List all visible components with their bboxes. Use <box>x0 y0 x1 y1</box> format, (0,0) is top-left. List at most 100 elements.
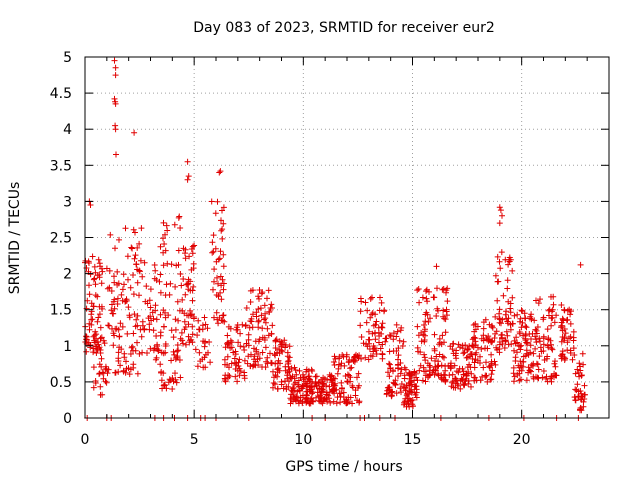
data-point <box>92 292 99 299</box>
data-point <box>170 334 177 341</box>
data-point <box>346 358 352 365</box>
x-tick-label: 10 <box>294 432 312 448</box>
data-point <box>496 204 503 211</box>
data-point <box>399 343 406 349</box>
data-point <box>546 312 552 319</box>
data-point <box>231 355 238 362</box>
data-point <box>474 323 481 330</box>
data-point <box>105 366 112 373</box>
data-point <box>232 366 239 372</box>
data-point <box>98 334 105 341</box>
data-point <box>390 330 397 337</box>
data-point <box>358 355 365 362</box>
data-point <box>317 392 324 399</box>
data-point <box>268 359 274 366</box>
data-point <box>422 368 429 375</box>
data-point <box>147 313 154 320</box>
data-point <box>422 318 429 325</box>
data-point <box>125 304 132 311</box>
data-point <box>128 244 135 251</box>
data-point <box>390 336 397 343</box>
data-point <box>177 374 184 381</box>
data-point <box>101 340 108 347</box>
data-point <box>150 347 157 354</box>
data-point <box>518 324 525 331</box>
data-point <box>284 372 291 379</box>
data-point <box>214 274 220 281</box>
data-point <box>171 221 178 228</box>
data-point <box>217 273 224 280</box>
data-point <box>373 318 380 325</box>
data-point <box>262 310 269 317</box>
data-point <box>156 278 163 285</box>
data-point <box>505 298 512 305</box>
data-point <box>408 386 415 393</box>
data-point <box>372 336 379 343</box>
data-point <box>537 338 543 345</box>
data-point <box>175 214 182 221</box>
data-point <box>157 271 164 278</box>
data-point <box>98 303 105 310</box>
data-point <box>397 385 404 392</box>
data-point <box>158 377 165 384</box>
data-point <box>175 347 182 354</box>
data-point <box>98 363 105 370</box>
data-point <box>159 385 166 392</box>
data-point <box>313 394 319 401</box>
data-point <box>514 311 521 318</box>
data-point <box>511 337 518 344</box>
data-point <box>295 400 302 407</box>
data-point <box>548 341 554 348</box>
data-point <box>255 318 262 325</box>
data-point <box>113 151 119 158</box>
data-point <box>335 365 342 372</box>
data-point <box>179 296 186 303</box>
data-point <box>460 371 467 378</box>
data-point <box>160 262 167 269</box>
data-point <box>419 294 426 301</box>
data-point <box>435 372 442 379</box>
data-point <box>530 350 537 357</box>
data-point <box>316 386 323 392</box>
data-point <box>220 220 227 227</box>
data-point <box>495 278 502 285</box>
data-point <box>431 345 438 352</box>
data-point <box>367 314 374 321</box>
data-point <box>558 302 565 308</box>
data-point <box>378 299 385 306</box>
data-point <box>90 384 97 391</box>
data-point <box>96 311 103 318</box>
data-point <box>172 283 179 290</box>
data-point <box>184 158 191 165</box>
data-point <box>376 339 382 346</box>
data-point <box>202 351 209 358</box>
data-point <box>187 287 194 294</box>
data-point <box>431 331 438 338</box>
data-point <box>336 355 343 362</box>
data-point <box>345 394 352 401</box>
data-point <box>108 307 115 314</box>
data-point <box>96 274 103 281</box>
data-point <box>317 389 324 396</box>
data-point <box>202 364 209 371</box>
data-point <box>224 341 231 348</box>
data-point <box>561 337 567 344</box>
data-point <box>106 322 113 329</box>
data-point <box>115 326 122 333</box>
data-point <box>299 383 306 389</box>
data-point <box>540 333 547 340</box>
data-point <box>352 387 359 394</box>
data-point <box>283 383 290 390</box>
data-point <box>264 295 270 302</box>
data-point <box>382 338 389 345</box>
data-point <box>96 371 103 377</box>
data-point <box>503 315 510 322</box>
data-point <box>110 342 117 349</box>
data-point <box>157 361 164 368</box>
y-axis-label: SRMTID / TECUs <box>7 182 23 295</box>
data-point <box>86 320 93 327</box>
data-point <box>291 395 298 402</box>
data-point <box>496 349 503 356</box>
